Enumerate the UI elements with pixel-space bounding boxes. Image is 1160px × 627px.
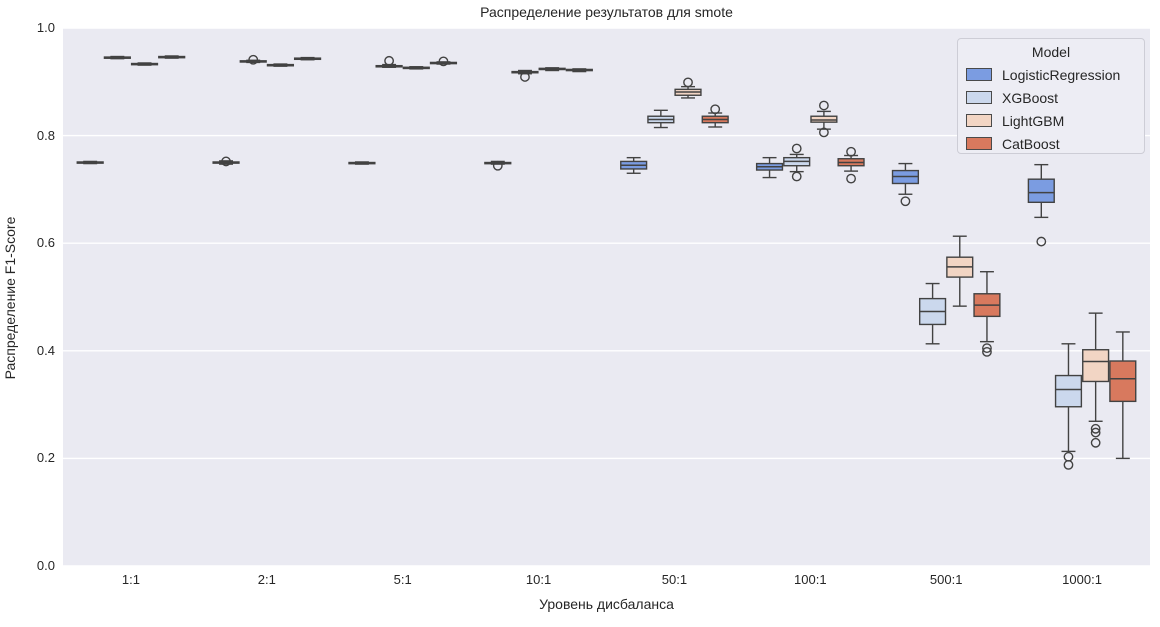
box-LightGBM-1000:1 xyxy=(1082,312,1110,448)
box-LightGBM-2:1 xyxy=(266,63,295,67)
box-LogisticRegression-500:1 xyxy=(891,162,920,207)
x-tick-label: 1000:1 xyxy=(1062,572,1102,587)
box-LightGBM-100:1 xyxy=(810,100,838,138)
legend-item-logisticregression: LogisticRegression xyxy=(966,63,1136,86)
box-XGBoost-1000:1 xyxy=(1054,343,1083,470)
y-tick-label: 0.4 xyxy=(36,342,55,358)
box-XGBoost-5:1 xyxy=(375,55,403,68)
logisticregression-swatch-icon xyxy=(966,68,992,81)
legend-item-xgboost: XGBoost xyxy=(966,86,1136,109)
box-CatBoost-100:1 xyxy=(837,146,865,184)
box-XGBoost-500:1 xyxy=(918,282,947,345)
legend-item-lightgbm: LightGBM xyxy=(966,109,1136,132)
box-XGBoost-10:1 xyxy=(511,69,539,82)
legend-title: Model xyxy=(1031,44,1071,60)
x-tick-label: 1:1 xyxy=(121,572,140,587)
xgboost-swatch-icon xyxy=(966,91,992,104)
box-CatBoost-10:1 xyxy=(565,68,593,73)
box-LightGBM-10:1 xyxy=(538,67,566,72)
box-LogisticRegression-10:1 xyxy=(484,160,512,171)
y-tick-label: 0.2 xyxy=(36,450,55,466)
lightgbm-swatch-icon xyxy=(966,114,992,127)
y-tick-label: 0.0 xyxy=(36,558,55,573)
legend-label: CatBoost xyxy=(1002,135,1060,152)
box-LightGBM-500:1 xyxy=(946,235,974,307)
box-XGBoost-100:1 xyxy=(783,143,811,182)
y-tick-label: 0.8 xyxy=(36,127,55,143)
x-axis-label: Уровень дисбаланса xyxy=(539,596,674,612)
box-LogisticRegression-5:1 xyxy=(348,161,376,165)
legend: Model LogisticRegression XGBoost LightGB… xyxy=(957,38,1145,154)
x-tick-label: 5:1 xyxy=(393,572,412,587)
box-CatBoost-1:1 xyxy=(158,55,186,59)
legend-label: LightGBM xyxy=(1002,112,1065,129)
box-CatBoost-500:1 xyxy=(973,271,1001,357)
legend-label: LogisticRegression xyxy=(1002,66,1121,83)
legend-item-catboost: CatBoost xyxy=(966,132,1136,155)
box-LightGBM-50:1 xyxy=(674,77,702,99)
y-tick-label: 1.0 xyxy=(36,20,55,35)
box-LightGBM-1:1 xyxy=(130,62,159,66)
box-CatBoost-2:1 xyxy=(293,56,322,61)
y-tick-label: 0.6 xyxy=(36,235,55,251)
x-tick-label: 50:1 xyxy=(661,572,688,587)
box-XGBoost-2:1 xyxy=(239,54,267,65)
box-CatBoost-50:1 xyxy=(701,104,729,128)
y-axis-label: Распределение F1-Score xyxy=(2,216,18,380)
x-tick-label: 500:1 xyxy=(929,572,963,587)
x-tick-label: 10:1 xyxy=(525,572,552,587)
x-tick-label: 2:1 xyxy=(257,572,276,587)
box-XGBoost-1:1 xyxy=(103,55,131,60)
box-CatBoost-5:1 xyxy=(429,56,458,67)
box-CatBoost-1000:1 xyxy=(1109,331,1137,460)
box-LogisticRegression-50:1 xyxy=(620,156,648,174)
box-LogisticRegression-2:1 xyxy=(212,156,240,167)
box-XGBoost-50:1 xyxy=(647,109,675,129)
chart-title: Распределение результатов для smote xyxy=(480,4,733,20)
box-LogisticRegression-1:1 xyxy=(76,160,104,165)
box-LogisticRegression-1000:1 xyxy=(1027,163,1055,247)
catboost-swatch-icon xyxy=(966,137,992,150)
box-LogisticRegression-100:1 xyxy=(755,156,784,179)
legend-label: XGBoost xyxy=(1002,89,1059,106)
boxplot-canvas xyxy=(63,28,1150,566)
x-tick-label: 100:1 xyxy=(794,572,827,587)
box-LightGBM-5:1 xyxy=(402,66,430,70)
